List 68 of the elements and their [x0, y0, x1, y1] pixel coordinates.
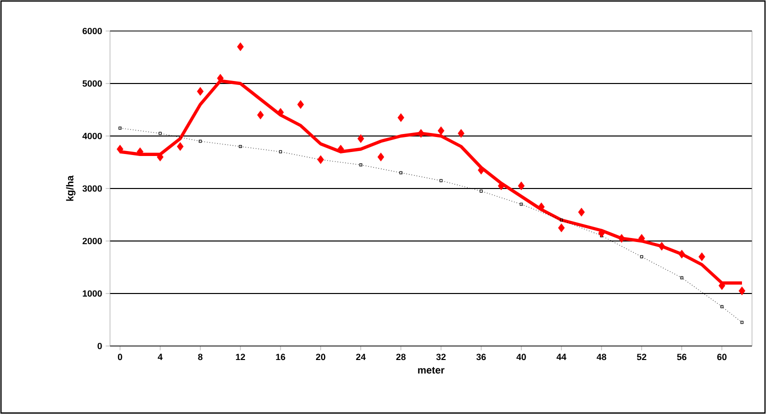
point [378, 152, 384, 162]
point [618, 234, 625, 243]
point [279, 150, 282, 154]
y-tick-label: 0 [98, 342, 102, 350]
point [118, 126, 122, 130]
x-tick-label: 36 [476, 354, 486, 360]
x-tick-label: 44 [556, 354, 566, 360]
point [317, 155, 324, 164]
point [158, 132, 162, 135]
point [560, 218, 563, 222]
point [176, 142, 184, 151]
point [518, 181, 525, 190]
point [337, 144, 344, 154]
point [257, 110, 264, 120]
y-tick-label: 4000 [82, 132, 102, 140]
point [718, 281, 726, 290]
x-tick-label: 16 [276, 354, 286, 360]
point [698, 252, 706, 262]
x-tick-label: 0 [118, 354, 122, 360]
x-tick-label: 24 [356, 354, 366, 360]
point [398, 113, 404, 122]
x-tick-label: 4 [158, 354, 163, 360]
point [438, 126, 444, 136]
point [480, 190, 483, 193]
y-tick-label: 5000 [82, 80, 102, 87]
x-tick-label: 8 [198, 354, 203, 360]
x-tick-label: 40 [516, 354, 526, 360]
x-tick-label: 32 [436, 354, 446, 360]
x-tick-label: 20 [316, 354, 326, 360]
point [198, 140, 202, 143]
point [578, 208, 585, 217]
point [538, 202, 545, 212]
x-tick-label: 12 [236, 354, 246, 360]
point [458, 128, 464, 138]
x-axis-title: meter [418, 366, 444, 374]
y-tick-label: 1000 [82, 290, 102, 297]
point [418, 128, 424, 138]
point [399, 171, 402, 174]
x-tick-label: 56 [677, 354, 686, 360]
point [116, 144, 124, 154]
point [359, 163, 362, 166]
point [680, 276, 684, 280]
point [156, 152, 164, 162]
point [740, 320, 744, 324]
point [520, 202, 523, 206]
y-axis-title: kg/ha [66, 175, 76, 201]
x-tick-label: 52 [636, 354, 646, 360]
point [738, 286, 746, 296]
point [357, 134, 364, 144]
y-tick-label: 3000 [82, 185, 102, 192]
point [558, 223, 565, 232]
point [297, 100, 304, 109]
point [678, 250, 686, 259]
point [658, 242, 666, 251]
point [440, 179, 443, 182]
point [277, 108, 284, 117]
y-tick-label: 6000 [82, 28, 102, 34]
point [196, 86, 204, 96]
point [598, 228, 605, 238]
point [638, 234, 645, 243]
point [238, 145, 242, 148]
point [237, 42, 244, 52]
point [720, 305, 724, 308]
x-tick-label: 60 [717, 354, 727, 360]
x-tick-label: 48 [596, 354, 606, 360]
point [640, 255, 644, 258]
y-tick-label: 2000 [82, 238, 102, 244]
x-tick-label: 28 [396, 354, 406, 360]
